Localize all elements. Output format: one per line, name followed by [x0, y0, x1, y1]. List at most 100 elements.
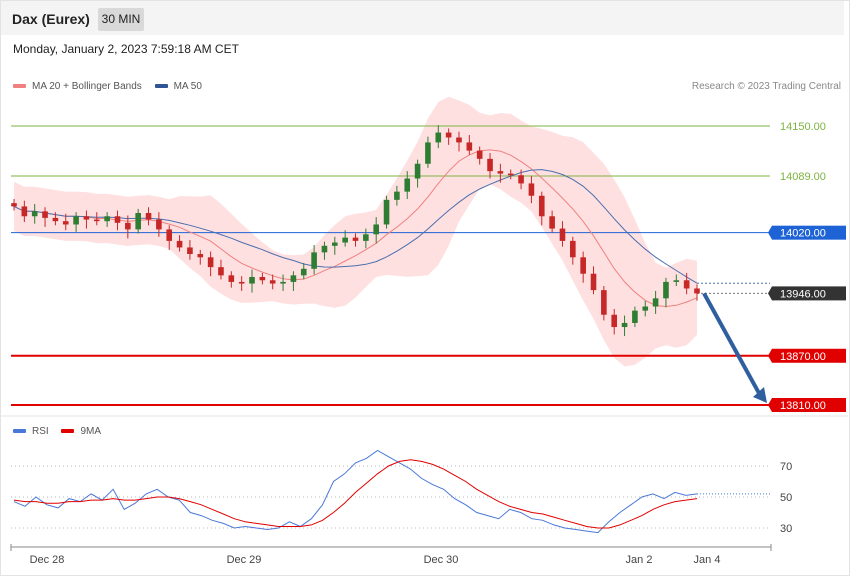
legend-item-ma50: MA 50: [154, 81, 202, 92]
candle-body: [611, 314, 618, 328]
candle-body: [125, 222, 131, 230]
level-label-3: 13946.00: [780, 288, 826, 300]
candle-body: [683, 280, 690, 289]
x-tick-label: Jan 2: [626, 554, 653, 566]
rsi-series-rsi: [13, 449, 698, 534]
datetime-label: Monday, January 2, 2023 7:59:18 AM CET: [13, 42, 239, 56]
rsi-tick-label: 30: [780, 523, 792, 535]
legend-item-9ma: 9MA: [61, 426, 101, 437]
level-label-4: 13870.00: [780, 351, 826, 363]
candle-body: [538, 195, 545, 217]
candle-body: [238, 281, 245, 284]
candle-body: [601, 290, 607, 315]
forecast-arrow-head: [753, 387, 767, 403]
candle-body: [445, 132, 452, 138]
rsi-tick-label: 50: [780, 492, 792, 504]
candle-body: [476, 150, 483, 159]
candle-body: [383, 199, 390, 225]
candle-body: [466, 142, 473, 151]
candle-body: [280, 281, 286, 284]
candle-body: [487, 158, 493, 172]
level-tag-pointer-3: [768, 286, 772, 301]
candle-body: [663, 281, 669, 299]
candle-body: [528, 183, 535, 196]
candle-body: [259, 276, 266, 281]
candle-body: [104, 216, 110, 222]
level-tag-3: [772, 286, 846, 301]
candle-body: [73, 216, 79, 225]
level-label-1: 14089.00: [780, 171, 826, 183]
candle-body: [249, 276, 255, 284]
candle-body: [42, 211, 48, 218]
candle-body: [632, 310, 638, 323]
candle-body: [11, 203, 17, 207]
legend-item-ma20: MA 20 + Bollinger Bands: [13, 81, 142, 92]
copyright-text: Research © 2023 Trading Central: [691, 81, 841, 92]
candle-body: [621, 322, 628, 328]
candle-body: [83, 216, 90, 220]
candle-body: [114, 216, 121, 223]
level-tag-pointer-4: [768, 348, 772, 363]
candle-body: [570, 240, 576, 258]
candle-body: [218, 267, 224, 276]
candle-body: [166, 229, 173, 241]
candle-body: [559, 228, 566, 241]
candle-body: [228, 275, 235, 282]
legend-item-rsi: RSI: [13, 426, 49, 437]
candle-body: [352, 237, 359, 241]
level-tag-pointer-2: [768, 225, 772, 240]
rsi-series-9ma: [13, 459, 698, 529]
candle-body: [456, 137, 462, 143]
rsi-tick-label: 70: [780, 461, 792, 473]
candle-body: [62, 221, 69, 225]
candle-body: [176, 240, 183, 248]
bollinger-band: [14, 96, 697, 367]
candle-body: [414, 163, 421, 179]
candle-body: [135, 212, 141, 230]
candle-body: [518, 175, 524, 184]
instrument-title: Dax (Eurex): [12, 11, 90, 27]
candle-body: [290, 275, 297, 282]
level-tag-5: [772, 398, 846, 412]
candle-body: [187, 247, 193, 255]
candle-body: [300, 268, 307, 276]
candle-body: [145, 212, 152, 220]
candle-body: [321, 245, 328, 253]
candle-body: [363, 234, 369, 241]
level-tag-pointer-5: [768, 398, 772, 412]
x-tick-label: Dec 30: [424, 554, 459, 566]
forecast-arrow-shaft: [702, 292, 762, 396]
candle-body: [580, 257, 586, 274]
timeframe-button[interactable]: 30 MIN: [98, 8, 144, 31]
level-label-2: 14020.00: [780, 228, 826, 240]
candle-body: [156, 219, 162, 230]
candle-body: [425, 142, 431, 164]
x-tick-label: Dec 28: [30, 554, 65, 566]
candle-body: [642, 306, 649, 311]
candle-body: [21, 206, 28, 217]
candle-body: [93, 219, 100, 222]
candle-body: [269, 280, 276, 284]
candle-body: [652, 298, 659, 307]
candle-body: [311, 252, 317, 269]
candle-body: [497, 171, 504, 174]
candle-body: [694, 288, 700, 294]
x-tick-label: Jan 4: [694, 554, 721, 566]
candle-body: [331, 242, 338, 246]
candle-body: [52, 217, 59, 222]
level-tag-2: [772, 225, 846, 240]
level-tag-4: [772, 348, 846, 363]
candle-body: [31, 211, 38, 217]
chart-header: Dax (Eurex) 30 MIN: [1, 1, 844, 35]
candle-body: [673, 280, 680, 282]
rsi-legend: RSI 9MA: [13, 426, 101, 437]
candle-body: [590, 273, 597, 291]
candle-body: [507, 173, 514, 176]
candle-body: [342, 237, 348, 243]
candle-body: [549, 216, 555, 229]
x-tick-label: Dec 29: [227, 554, 262, 566]
candle-body: [435, 132, 442, 143]
candle-body: [404, 178, 411, 192]
candle-body: [373, 224, 380, 235]
